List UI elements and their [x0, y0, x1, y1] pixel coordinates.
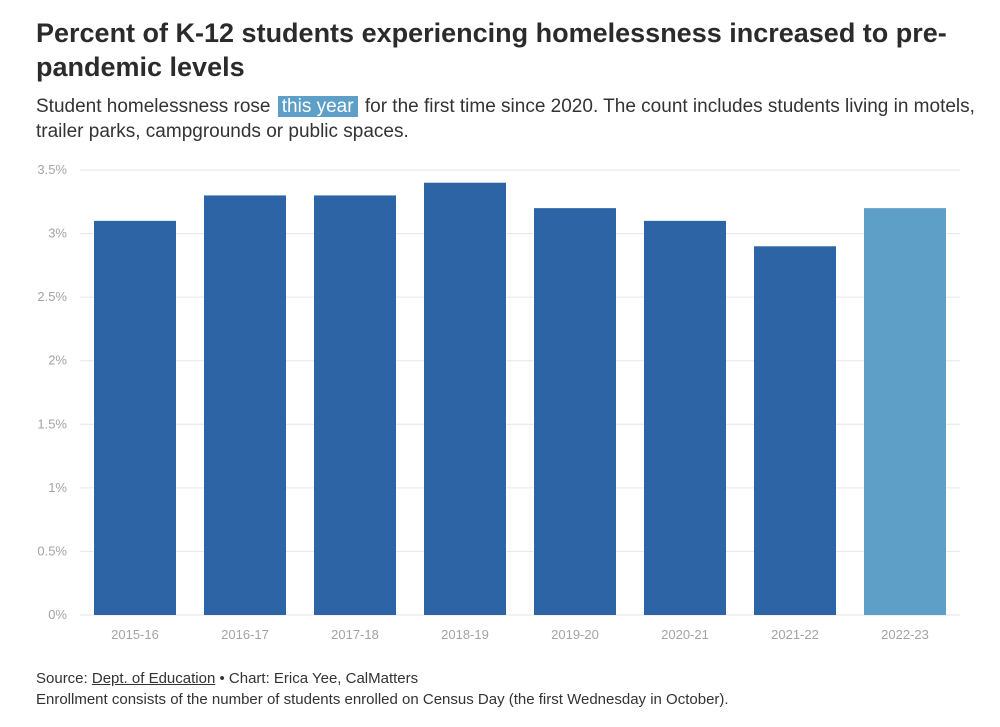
footnote: Enrollment consists of the number of stu… [36, 691, 729, 708]
bar [204, 195, 286, 615]
y-tick-label: 2.5% [37, 289, 67, 304]
bar [314, 195, 396, 615]
subtitle-highlight: this year [277, 96, 358, 117]
subtitle-text-before: Student homelessness rose [36, 96, 271, 117]
bar [864, 208, 946, 615]
x-tick-label: 2019-20 [551, 627, 599, 640]
y-tick-label: 2% [48, 353, 67, 368]
y-tick-label: 1.5% [37, 416, 67, 431]
chart-subtitle: Student homelessness rose this year for … [36, 94, 976, 144]
bar [754, 246, 836, 615]
y-tick-label: 0% [48, 607, 67, 622]
bar-chart: 0% 0.5% 1% 1.5% 2% 2.5% 3% 3.5% 2015-16 2016-17 20… [37, 162, 960, 640]
chart-footer: Source: Dept. of Education • Chart: Eric… [36, 668, 976, 710]
source-line: Source: Dept. of Education • Chart: Eric… [36, 668, 976, 689]
bar [94, 220, 176, 615]
bar [534, 208, 616, 615]
x-tick-label: 2021-22 [771, 627, 819, 640]
x-tick-label: 2020-21 [661, 627, 709, 640]
y-tick-label: 3% [48, 226, 67, 241]
x-tick-label: 2018-19 [441, 627, 489, 640]
y-tick-label: 0.5% [37, 543, 67, 558]
x-tick-label: 2022-23 [881, 627, 929, 640]
y-tick-label: 1% [48, 480, 67, 495]
y-tick-label: 3.5% [37, 162, 67, 177]
x-tick-label: 2017-18 [331, 627, 379, 640]
x-tick-label: 2015-16 [111, 627, 159, 640]
chart-title: Percent of K-12 students experiencing ho… [36, 18, 947, 82]
source-prefix: Source: [36, 670, 88, 687]
subtitle-text-after: for the first time since 2020. The count… [36, 96, 975, 142]
chart-credit: • Chart: Erica Yee, CalMatters [219, 670, 419, 687]
x-tick-label: 2016-17 [221, 627, 269, 640]
bar [644, 220, 726, 615]
source-link[interactable]: Dept. of Education [91, 670, 216, 687]
bar [424, 182, 506, 615]
